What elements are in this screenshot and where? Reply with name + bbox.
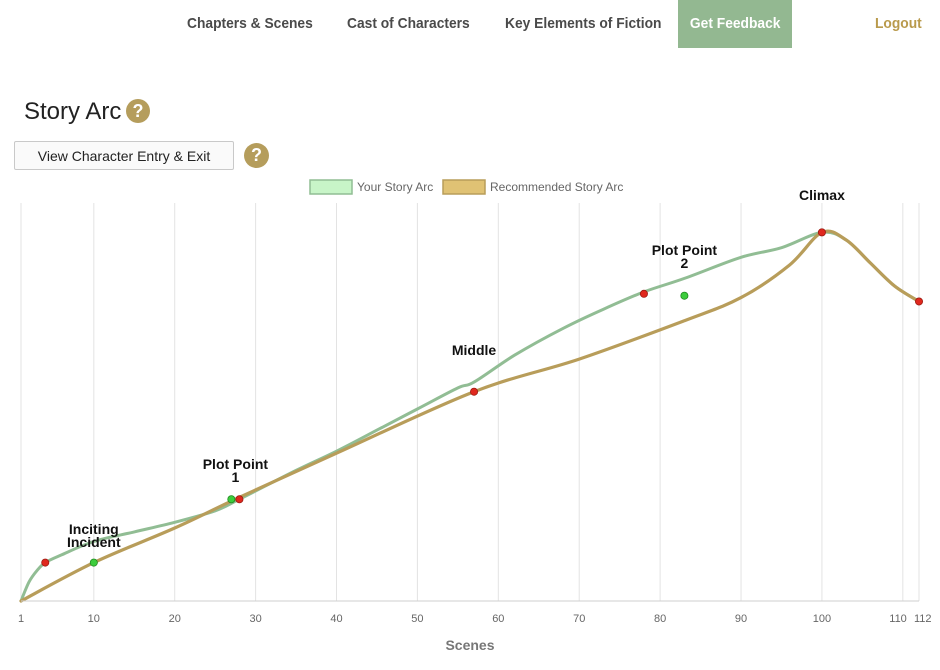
chart-legend: Your Story Arc Recommended Story Arc [309, 179, 623, 195]
annotation-label-1: Incident [67, 534, 121, 550]
marker-recommended-0[interactable] [89, 558, 98, 567]
legend-label-recommended-arc[interactable]: Recommended Story Arc [490, 180, 623, 194]
nav-get-feedback-label: Get Feedback [689, 15, 781, 32]
x-tick-label-20: 20 [169, 613, 181, 625]
marker-your-arc-2[interactable] [470, 387, 479, 396]
marker-your-arc-1[interactable] [235, 495, 244, 504]
legend-swatch-your-arc [309, 179, 353, 195]
x-tick-label-1: 1 [18, 613, 24, 625]
help-question-icon-secondary[interactable]: ? [244, 143, 269, 168]
top-navigation: Chapters & Scenes Cast of Characters Key… [0, 0, 940, 48]
marker-recommended-1[interactable] [227, 495, 236, 504]
help-question-icon[interactable]: ? [126, 99, 150, 123]
chart-grid [20, 203, 920, 601]
marker-your-arc-4[interactable] [817, 228, 826, 237]
x-axis-title: Scenes [445, 637, 494, 653]
annotation-label-3: 1 [231, 469, 239, 485]
annotation-label-2: Plot Point [203, 456, 269, 472]
view-character-entry-exit-button[interactable]: View Character Entry & Exit [14, 141, 234, 170]
nav-cast-of-characters[interactable]: Cast of Characters [347, 15, 470, 32]
x-tick-label-112: 112 [914, 613, 932, 625]
x-tick-label-100: 100 [813, 613, 831, 625]
nav-get-feedback-button[interactable]: Get Feedback [678, 0, 792, 48]
x-tick-label-70: 70 [573, 613, 585, 625]
annotation-label-6: 2 [680, 255, 688, 271]
nav-key-elements[interactable]: Key Elements of Fiction [505, 15, 662, 32]
series-line-your-story-arc[interactable] [19, 230, 921, 603]
x-tick-label-90: 90 [735, 613, 747, 625]
annotation-label-4: Middle [452, 342, 497, 358]
marker-your-arc-5[interactable] [915, 297, 924, 306]
chart-series [19, 229, 921, 603]
series-line-recommended-story-arc[interactable] [19, 229, 921, 603]
x-tick-label-40: 40 [330, 613, 342, 625]
x-tick-label-110: 110 [889, 613, 907, 625]
marker-recommended-2[interactable] [680, 291, 689, 300]
annotation-label-5: Plot Point [652, 242, 718, 258]
chart-markers [41, 228, 924, 567]
nav-logout-link[interactable]: Logout [875, 15, 922, 32]
annotation-label-7: Climax [799, 187, 845, 203]
marker-your-arc-3[interactable] [639, 289, 648, 298]
page-title: Story Arc [24, 98, 122, 125]
nav-chapters-scenes[interactable]: Chapters & Scenes [187, 15, 313, 32]
legend-label-your-arc[interactable]: Your Story Arc [357, 180, 433, 194]
x-tick-label-50: 50 [411, 613, 423, 625]
annotation-label-0: Inciting [69, 521, 119, 537]
x-tick-label-10: 10 [88, 613, 100, 625]
x-tick-label-30: 30 [249, 613, 261, 625]
x-tick-label-60: 60 [492, 613, 504, 625]
marker-your-arc-0[interactable] [41, 558, 50, 567]
legend-swatch-recommended-arc [442, 179, 486, 195]
x-tick-label-80: 80 [654, 613, 666, 625]
